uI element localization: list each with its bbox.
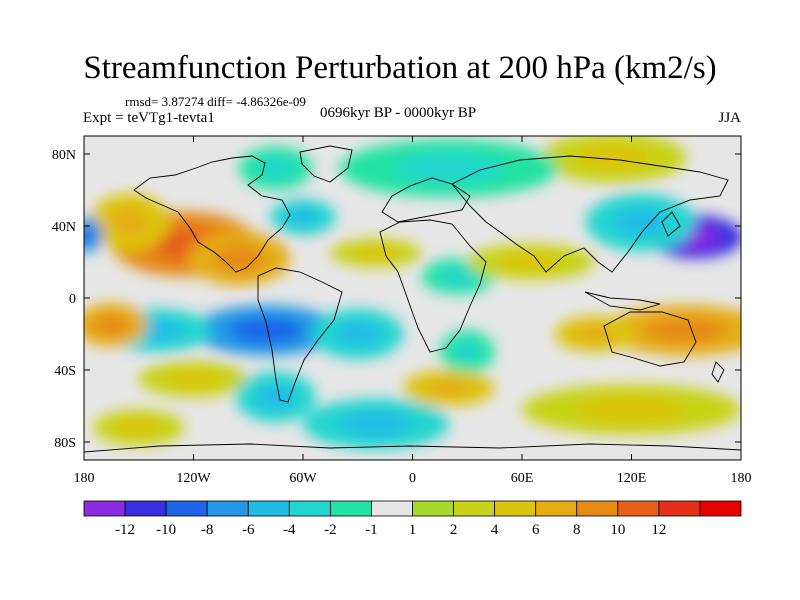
colorbar-label: 12 (651, 522, 666, 538)
colorbar-label: 8 (573, 522, 581, 538)
y-axis: 80N 40N 0 40S 80S (52, 148, 741, 451)
anomaly-core (255, 384, 296, 410)
colorbar-swatch (453, 500, 496, 517)
x-tick-label: 180 (74, 471, 95, 486)
colorbar-label: -10 (156, 522, 176, 538)
colorbar-swatch (535, 500, 578, 517)
anomaly-core (499, 253, 564, 271)
anomaly-core (576, 145, 650, 171)
anomaly-core (453, 341, 481, 363)
x-tick-label: 0 (409, 471, 416, 486)
colorbar-label: -12 (115, 522, 135, 538)
colorbar-swatch (699, 500, 742, 517)
y-tick-label: 0 (69, 292, 76, 307)
season-label: JJA (718, 110, 741, 126)
coast-greenland (299, 145, 353, 183)
y-tick-label: 40N (52, 220, 76, 235)
colorbar-label: 10 (610, 522, 625, 538)
colorbar-swatch (124, 500, 167, 517)
anomaly-core (576, 397, 687, 423)
colorbar-swatch (576, 500, 619, 517)
anomaly-layer (84, 136, 741, 450)
coast-japan (661, 211, 681, 237)
coast-europe (381, 177, 471, 223)
colorbar-swatch (83, 500, 126, 517)
colorbar-swatch (288, 500, 331, 517)
anomaly-core (339, 411, 413, 437)
colorbar-label: -1 (365, 522, 378, 538)
x-tick-label: 60E (511, 471, 534, 486)
coast-australia (603, 311, 697, 367)
colorbar-label: 6 (532, 522, 540, 538)
colorbar-label: -2 (324, 522, 337, 538)
colorbar-label: 2 (450, 522, 458, 538)
y-tick-label: 80S (54, 436, 76, 451)
anomaly-core (574, 325, 616, 343)
y-tick-label: 40S (54, 364, 76, 379)
anomaly-core (257, 157, 294, 180)
anomaly-core (230, 317, 303, 343)
colorbar-swatch (165, 500, 208, 517)
anomaly-core (394, 154, 504, 183)
colorbar-swatch (617, 500, 660, 517)
anomaly-core (213, 244, 265, 272)
coast-antarctica (84, 443, 741, 453)
x-tick-label: 180 (731, 471, 752, 486)
anomaly-core (645, 317, 728, 343)
chart-title: Streamfunction Perturbation at 200 hPa (… (83, 50, 717, 86)
colorbar-swatch (247, 500, 290, 517)
colorbar-label: -8 (201, 522, 214, 538)
colorbar-label: 4 (491, 522, 499, 538)
coast-new-zealand (711, 361, 725, 383)
period-label: 0696kyr BP - 0000kyr BP (320, 105, 477, 121)
x-tick-label: 120W (176, 471, 211, 486)
colorbar-swatch (371, 500, 413, 517)
x-tick-label: 120E (617, 471, 647, 486)
experiment-label: Expt = teVTg1-tevta1 (83, 110, 215, 126)
colorbar-label: -6 (242, 522, 255, 538)
colorbar-label: -4 (283, 522, 296, 538)
y-tick-label: 80N (52, 148, 76, 163)
coast-africa (379, 219, 487, 353)
anomaly-core (115, 418, 162, 437)
anomaly-core (334, 321, 381, 347)
anomaly-core (426, 379, 472, 397)
anomaly-core (109, 208, 150, 237)
anomaly-core (93, 314, 130, 336)
x-axis: 180 120W 60W 0 60E 120E 180 (74, 136, 752, 486)
x-tick-label: 60W (289, 471, 317, 486)
anomaly-core (353, 245, 399, 261)
coast-asia (451, 155, 729, 273)
colorbar-swatch (206, 500, 249, 517)
anomaly-core (439, 267, 477, 286)
coast-south-america (257, 267, 343, 403)
coast-indonesia (584, 291, 661, 311)
colorbar-swatch (412, 500, 454, 517)
colorbar-swatch (329, 500, 372, 517)
anomaly-core (613, 208, 668, 237)
anomaly-core (166, 370, 221, 388)
colorbar-swatch (658, 500, 701, 517)
colorbar: -12 -10 -8 -6 -4 -2 -1 1 2 4 6 8 10 12 (83, 500, 742, 538)
colorbar-label: 1 (409, 522, 417, 538)
anomaly-core (286, 208, 320, 226)
coast-north-america (133, 155, 291, 273)
anomaly-core (84, 226, 95, 244)
coastlines (84, 145, 741, 453)
colorbar-swatch (494, 500, 537, 517)
stats-text: rmsd= 3.87274 diff= -4.86326e-09 (125, 94, 306, 109)
